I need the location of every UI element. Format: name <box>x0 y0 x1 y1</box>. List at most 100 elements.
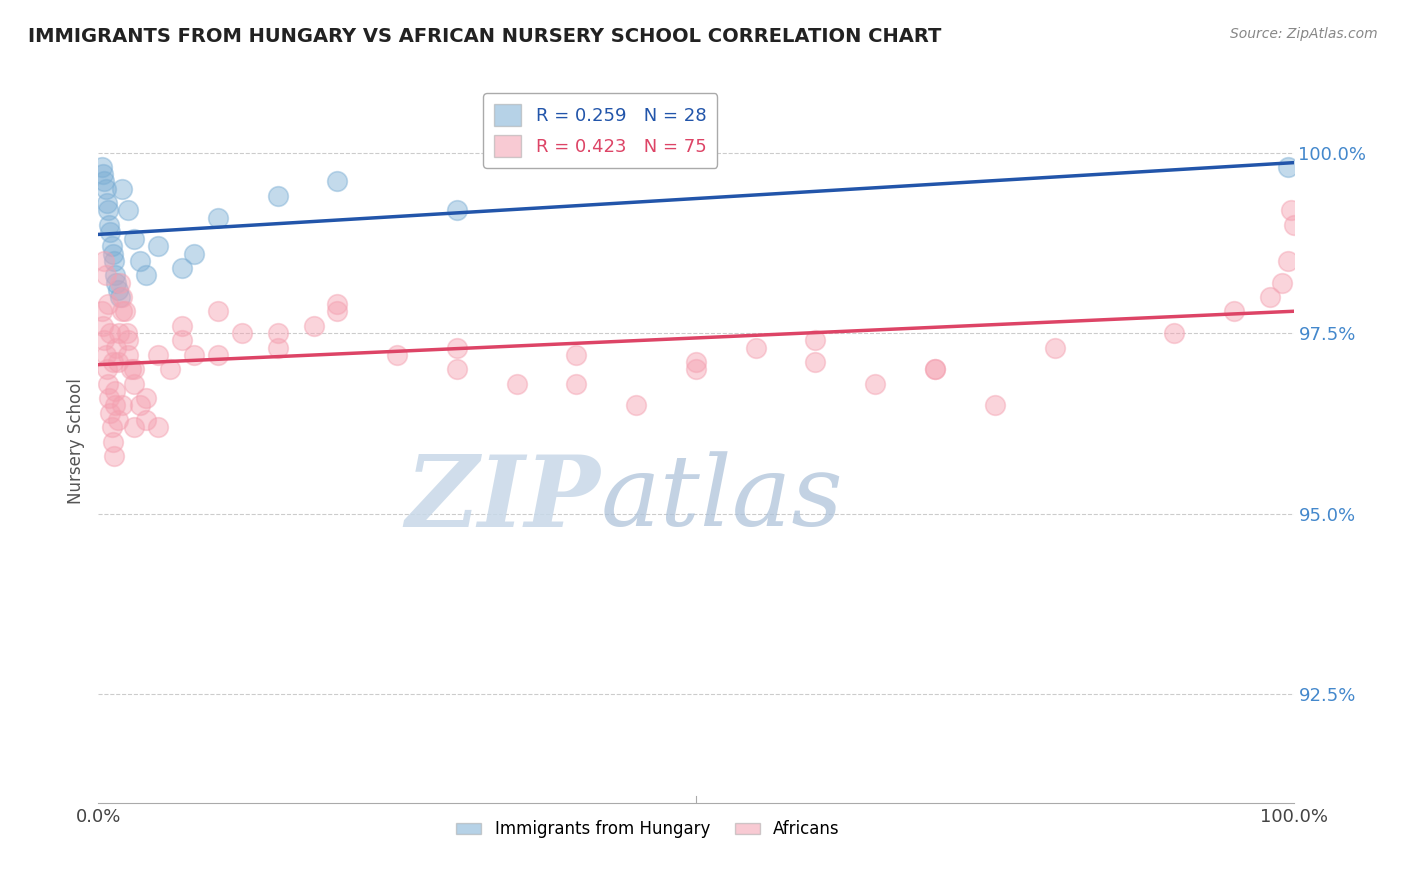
Point <box>117 203 139 218</box>
Point <box>96 362 118 376</box>
Point <box>326 174 349 188</box>
Point <box>1279 203 1302 218</box>
Point <box>1282 218 1305 232</box>
Point <box>96 196 118 211</box>
Point <box>302 318 325 333</box>
Point <box>101 246 124 260</box>
Point <box>207 304 229 318</box>
Point <box>207 211 229 225</box>
Point <box>107 355 129 369</box>
Point <box>101 434 124 449</box>
Point <box>108 276 131 290</box>
Point <box>148 420 170 434</box>
Point <box>1223 304 1246 318</box>
Point <box>124 232 146 246</box>
Point <box>98 391 121 405</box>
Text: IMMIGRANTS FROM HUNGARY VS AFRICAN NURSERY SCHOOL CORRELATION CHART: IMMIGRANTS FROM HUNGARY VS AFRICAN NURSE… <box>28 27 942 45</box>
Point <box>172 261 194 276</box>
Legend: Immigrants from Hungary, Africans: Immigrants from Hungary, Africans <box>450 814 846 845</box>
Point <box>104 398 127 412</box>
Point <box>565 376 588 391</box>
Point <box>685 362 707 376</box>
Point <box>97 203 120 218</box>
Point <box>91 304 114 318</box>
Point <box>865 376 887 391</box>
Point <box>94 348 117 362</box>
Point <box>804 355 827 369</box>
Point <box>506 376 529 391</box>
Point <box>207 348 229 362</box>
Point <box>1258 290 1281 304</box>
Point <box>111 304 134 318</box>
Point <box>326 297 349 311</box>
Point <box>231 326 253 341</box>
Point <box>626 398 648 412</box>
Point <box>91 167 114 181</box>
Point <box>172 334 194 348</box>
Point <box>129 253 152 268</box>
Point <box>103 449 125 463</box>
Point <box>115 326 138 341</box>
Point <box>114 304 136 318</box>
Point <box>101 355 124 369</box>
Text: Source: ZipAtlas.com: Source: ZipAtlas.com <box>1230 27 1378 41</box>
Point <box>98 225 122 239</box>
Point <box>97 297 120 311</box>
Point <box>135 268 157 283</box>
Point <box>984 398 1007 412</box>
Point <box>124 420 146 434</box>
Point <box>93 253 115 268</box>
Point <box>111 182 134 196</box>
Point <box>1043 341 1066 355</box>
Point <box>94 182 117 196</box>
Point <box>93 334 115 348</box>
Point <box>98 218 121 232</box>
Point <box>924 362 946 376</box>
Text: ZIP: ZIP <box>405 451 600 548</box>
Point <box>159 362 181 376</box>
Point <box>93 174 115 188</box>
Point <box>148 239 170 253</box>
Point <box>100 420 122 434</box>
Point <box>446 341 468 355</box>
Point <box>105 341 128 355</box>
Point <box>98 406 122 420</box>
Text: atlas: atlas <box>600 451 844 547</box>
Point <box>172 318 194 333</box>
Point <box>103 253 125 268</box>
Point <box>148 348 170 362</box>
Point <box>107 283 129 297</box>
Point <box>97 376 120 391</box>
Point <box>91 318 114 333</box>
Point <box>565 348 588 362</box>
Point <box>745 341 768 355</box>
Y-axis label: Nursery School: Nursery School <box>66 378 84 505</box>
Point <box>385 348 409 362</box>
Point <box>124 376 146 391</box>
Point <box>1271 276 1294 290</box>
Point <box>108 290 131 304</box>
Point <box>183 246 205 260</box>
Point <box>924 362 946 376</box>
Point <box>117 334 139 348</box>
Point <box>135 413 157 427</box>
Point <box>117 348 139 362</box>
Point <box>111 398 134 412</box>
Point <box>804 334 827 348</box>
Point <box>120 362 142 376</box>
Point <box>94 268 117 283</box>
Point <box>135 391 157 405</box>
Point <box>267 341 290 355</box>
Point <box>1277 160 1299 174</box>
Point <box>105 276 128 290</box>
Point <box>107 326 129 341</box>
Point <box>326 304 349 318</box>
Point <box>104 268 127 283</box>
Point <box>183 348 205 362</box>
Point <box>107 413 129 427</box>
Point <box>1163 326 1185 341</box>
Point <box>91 160 114 174</box>
Point <box>124 362 146 376</box>
Point <box>267 326 290 341</box>
Point <box>98 326 122 341</box>
